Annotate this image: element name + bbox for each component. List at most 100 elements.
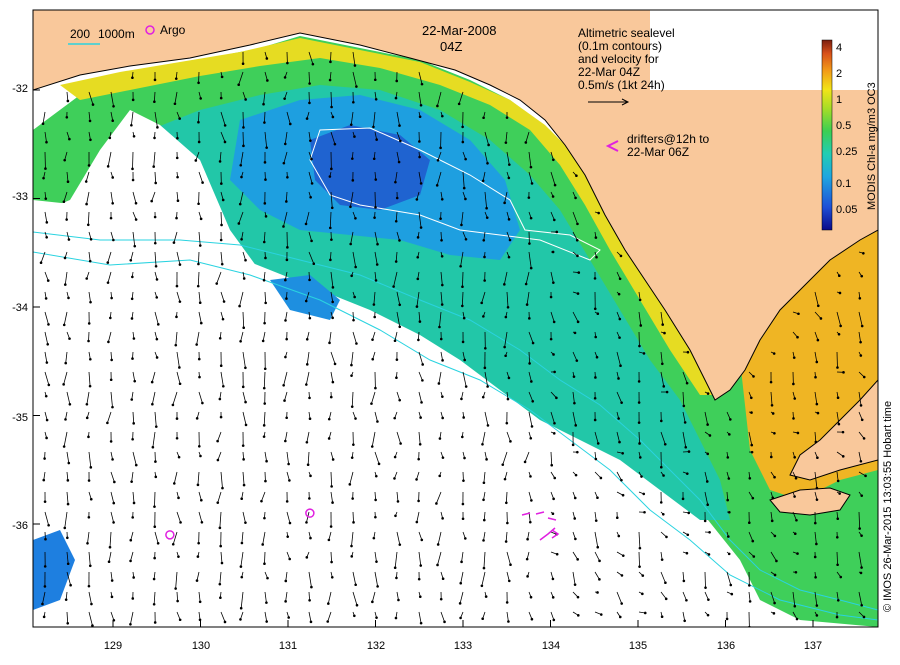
velocity-arrow-head — [44, 197, 47, 200]
velocity-arrow-head — [221, 562, 224, 565]
velocity-arrow-head — [265, 460, 268, 463]
velocity-arrow-head — [576, 223, 579, 226]
velocity-arrow-head — [814, 376, 817, 379]
velocity-arrow-head — [749, 600, 752, 603]
velocity-arrow-head — [155, 296, 158, 299]
legend-panel-bg — [650, 10, 878, 90]
velocity-arrow-head — [706, 503, 709, 506]
velocity-arrow-head — [47, 279, 50, 282]
velocity-arrow-head — [131, 357, 134, 360]
velocity-arrow-head — [310, 158, 313, 161]
velocity-arrow-head — [465, 238, 468, 241]
velocity-arrow-head — [197, 285, 200, 288]
x-tick-label: 136 — [706, 640, 746, 652]
x-tick-label: 134 — [531, 640, 571, 652]
velocity-arrow-head — [595, 519, 598, 522]
velocity-arrow-head — [332, 381, 335, 384]
velocity-arrow-head — [461, 285, 464, 288]
velocity-arrow-head — [88, 322, 91, 325]
velocity-arrow-head — [683, 405, 686, 408]
velocity-arrow-head — [264, 161, 267, 164]
velocity-arrow-head — [156, 356, 159, 359]
velocity-arrow-head — [329, 79, 332, 82]
velocity-arrow-head — [683, 580, 686, 583]
velocity-arrow-head — [532, 342, 535, 345]
velocity-arrow-head — [836, 616, 839, 619]
legend-argo-label: Argo — [160, 24, 185, 37]
velocity-arrow-head — [328, 342, 331, 345]
velocity-arrow-head — [482, 499, 485, 502]
velocity-arrow-head — [200, 322, 203, 325]
velocity-arrow-head — [815, 361, 818, 364]
velocity-arrow — [353, 512, 354, 522]
velocity-arrow-head — [530, 267, 533, 270]
velocity-arrow-head — [263, 435, 266, 438]
velocity-arrow-head — [749, 477, 752, 480]
velocity-arrow-head — [530, 166, 533, 169]
velocity-arrow-head — [242, 62, 245, 65]
velocity-arrow-head — [265, 146, 268, 149]
velocity-arrow-head — [46, 343, 49, 346]
velocity-arrow-head — [642, 493, 645, 496]
velocity-arrow-head — [349, 205, 352, 208]
velocity-arrow-head — [529, 475, 532, 478]
velocity-arrow-head — [260, 500, 263, 503]
velocity-arrow — [198, 112, 199, 122]
velocity-arrow-head — [151, 381, 154, 384]
velocity-arrow-head — [286, 246, 289, 249]
velocity-arrow-head — [129, 259, 132, 262]
velocity-arrow-head — [108, 560, 111, 563]
velocity-arrow-head — [306, 363, 309, 366]
y-tick-label: -36 — [2, 520, 28, 532]
velocity-arrow-head — [528, 242, 531, 245]
velocity-arrow-head — [67, 297, 70, 300]
velocity-arrow-head — [750, 444, 753, 447]
velocity-arrow-head — [111, 579, 114, 582]
velocity-arrow-head — [462, 479, 465, 482]
velocity-arrow-head — [153, 557, 156, 560]
velocity-arrow-head — [397, 599, 400, 602]
velocity-arrow-head — [617, 377, 620, 380]
velocity-arrow-head — [178, 456, 181, 459]
velocity-arrow-head — [176, 417, 179, 420]
velocity-arrow-head — [664, 443, 667, 446]
velocity-arrow-head — [245, 424, 248, 427]
velocity-arrow-head — [621, 452, 624, 455]
velocity-arrow-head — [617, 417, 620, 420]
velocity-arrow-head — [111, 596, 114, 599]
velocity-arrow-head — [222, 199, 225, 202]
velocity-arrow-head — [44, 538, 47, 541]
velocity-arrow-head — [554, 184, 557, 187]
velocity-arrow-head — [665, 598, 668, 601]
velocity-arrow-head — [371, 358, 374, 361]
velocity-arrow-head — [577, 614, 580, 617]
velocity-arrow-head — [65, 598, 68, 601]
velocity-arrow-head — [328, 539, 331, 542]
velocity-arrow-head — [179, 300, 182, 303]
velocity-arrow-head — [154, 621, 157, 624]
velocity-arrow-head — [350, 374, 353, 377]
velocity-arrow-head — [197, 555, 200, 558]
velocity-arrow-head — [286, 500, 289, 503]
velocity-arrow-head — [661, 362, 664, 365]
velocity-arrow-head — [285, 297, 288, 300]
velocity-arrow-head — [417, 500, 420, 503]
velocity-arrow-head — [176, 176, 179, 179]
velocity-arrow-head — [795, 477, 798, 480]
velocity-arrow-head — [572, 444, 575, 447]
velocity-arrow-head — [92, 103, 95, 106]
velocity-arrow-head — [794, 532, 797, 535]
velocity-arrow-head — [264, 202, 267, 205]
velocity-arrow-head — [306, 556, 309, 559]
velocity-arrow-head — [284, 580, 287, 583]
velocity-arrow-head — [263, 517, 266, 520]
velocity-arrow-head — [440, 239, 443, 242]
velocity-arrow-head — [438, 326, 441, 329]
velocity-arrow-head — [153, 525, 156, 528]
velocity-arrow-head — [150, 200, 153, 203]
velocity-arrow-head — [441, 303, 444, 306]
velocity-arrow-head — [284, 143, 287, 146]
velocity-arrow-head — [334, 363, 337, 366]
velocity-arrow-head — [331, 501, 334, 504]
velocity-arrow-head — [172, 404, 175, 407]
